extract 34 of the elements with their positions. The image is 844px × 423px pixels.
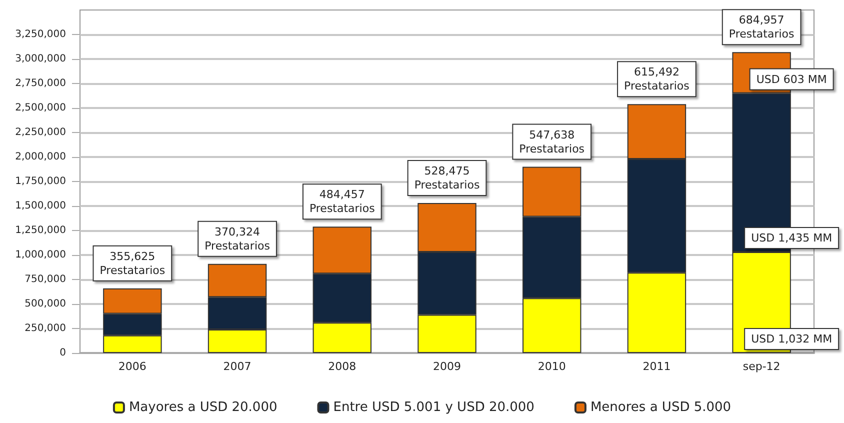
legend-label: Mayores a USD 20.000: [128, 400, 278, 415]
annotation: USD 603 MM: [756, 72, 827, 86]
y-tick-label: 3,250,000: [15, 29, 66, 40]
y-tick-label: 750,000: [24, 274, 66, 285]
annotation: 355,625 Prestatarios: [100, 250, 166, 277]
annotation: 684,957 Prestatarios: [728, 14, 795, 41]
x-tick-label: 2007: [223, 360, 252, 373]
legend-label: Entre USD 5.001 y USD 20.000: [333, 400, 534, 415]
annotation: 615,492 Prestatarios: [624, 66, 690, 93]
y-tick-label: 1,750,000: [15, 176, 66, 187]
x-tick-label: 2008: [328, 360, 356, 373]
y-tick-label: 2,500,000: [15, 102, 66, 114]
y-tick-label: 0: [60, 348, 66, 358]
y-tick-label: 2,750,000: [15, 78, 66, 89]
y-tick-label: 500,000: [24, 298, 66, 310]
y-tick-label: 250,000: [24, 323, 66, 334]
x-tick-label: 2010: [538, 360, 566, 373]
y-tick-label: 1,250,000: [15, 225, 66, 236]
x-tick-label: 2009: [433, 360, 461, 373]
legend-label: Menores a USD 5.000: [590, 400, 732, 415]
y-tick-label: 1,500,000: [15, 200, 66, 212]
x-tick-label: sep-12: [742, 360, 780, 373]
annotation: USD 1,032 MM: [751, 332, 832, 346]
y-tick-label: 2,250,000: [15, 127, 66, 138]
x-tick-label: 2011: [642, 360, 671, 373]
annotation: 547,638 Prestatarios: [519, 128, 585, 156]
y-tick-label: 3,000,000: [15, 54, 66, 64]
x-tick-label: 2006: [118, 360, 146, 373]
annotation: USD 1,435 MM: [751, 232, 832, 245]
annotation: 370,324 Prestatarios: [204, 225, 270, 252]
annotation: 528,475 Prestatarios: [414, 164, 480, 192]
y-tick-label: 1,000,000: [15, 250, 66, 260]
y-tick-label: 2,000,000: [15, 152, 66, 162]
annotation: 484,457 Prestatarios: [309, 188, 376, 216]
